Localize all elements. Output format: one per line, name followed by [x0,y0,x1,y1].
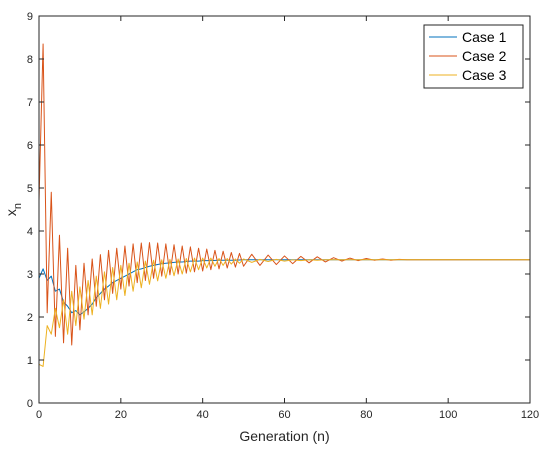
legend: Case 1 Case 2 Case 3 [423,24,524,89]
y-tick-label: 7 [27,97,33,109]
x-tick-label: 40 [197,409,209,421]
y-tick-label: 3 [27,269,33,281]
legend-label-case-2: Case 2 [462,48,507,64]
y-tick-label: 0 [27,398,33,410]
legend-label-case-1: Case 1 [462,29,507,45]
x-axis-label: Generation (n) [239,428,329,444]
y-tick-label: 1 [27,355,33,367]
x-tick-label: 60 [278,409,290,421]
x-tick-label: 0 [36,409,42,421]
y-tick-label: 2 [27,312,33,324]
y-axis-label-main: x [3,209,19,216]
y-tick-label: 9 [27,11,33,23]
x-tick-label: 120 [521,409,539,421]
svg-text:xn: xn [3,203,24,216]
series-line-case-3 [38,257,530,367]
y-tick-label: 4 [27,226,33,238]
y-axis-label: xn [3,203,24,216]
series-line-case-1 [38,259,530,316]
x-tick-label: 80 [360,409,372,421]
x-tick-label: 100 [439,409,457,421]
axis-ticks: 0 20 40 60 80 100 120 0 1 2 3 4 5 6 7 8 9 [27,11,539,421]
plot-lines [38,43,530,367]
y-tick-label: 5 [27,183,33,195]
y-tick-label: 6 [27,140,33,152]
y-axis-label-subscript: n [12,203,24,209]
x-tick-label: 20 [115,409,127,421]
legend-label-case-3: Case 3 [462,67,507,83]
y-tick-label: 8 [27,54,33,66]
